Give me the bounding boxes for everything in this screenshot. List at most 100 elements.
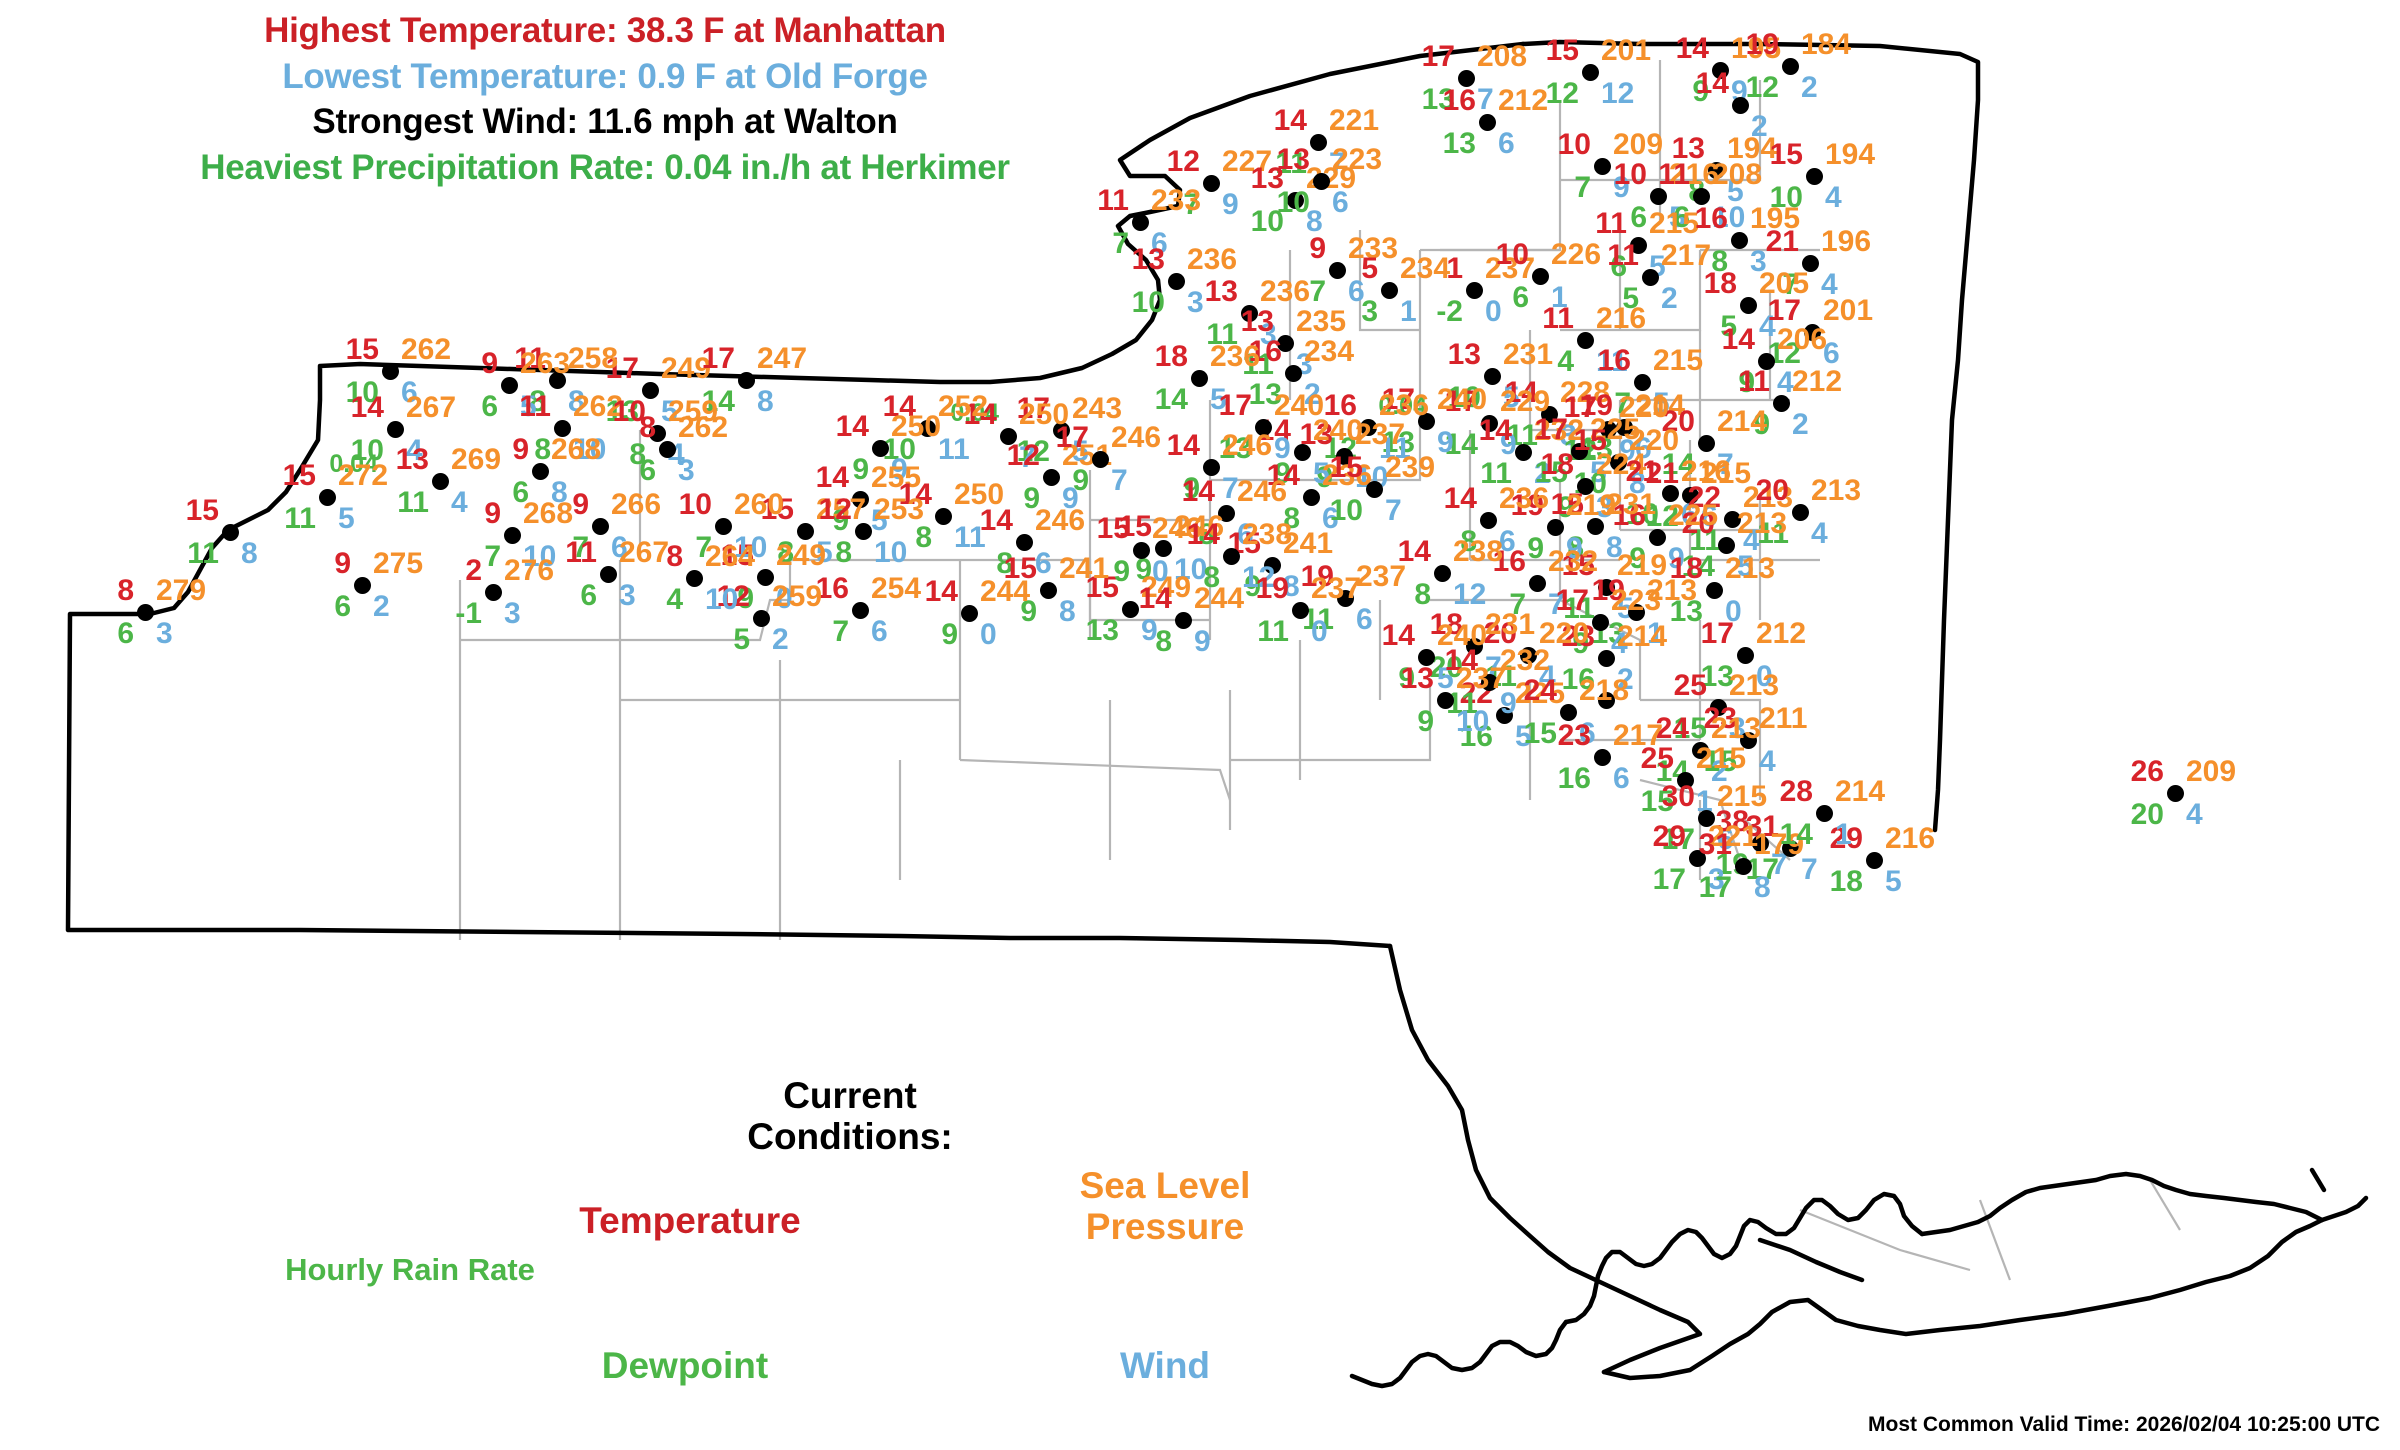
station-temperature: 13	[1131, 243, 1165, 276]
station-temperature: 23	[1561, 620, 1595, 653]
station-dot-icon	[1634, 374, 1651, 391]
station-dewpoint: 6	[512, 476, 529, 509]
station-wind-speed: 8	[757, 385, 774, 418]
legend-dewpoint: Dewpoint	[601, 1345, 769, 1386]
station-wind-speed: 6	[1613, 762, 1630, 795]
station-dot-icon	[1466, 282, 1483, 299]
station-wind-speed: 6	[1332, 186, 1349, 219]
station-temperature: 14	[1266, 459, 1300, 492]
station-temperature: 19	[1579, 389, 1613, 422]
station-dewpoint: 11	[1757, 517, 1789, 550]
station-wind-speed: 5	[1885, 865, 1902, 898]
station-dot-icon	[1732, 97, 1749, 114]
station-dewpoint: 9	[1629, 542, 1646, 575]
station-sea-level-pressure: 259	[772, 580, 823, 613]
station-temperature: 17	[605, 352, 639, 385]
station-temperature: 11	[1595, 207, 1627, 240]
station-sea-level-pressure: 228	[1560, 376, 1611, 409]
station-sea-level-pressure: 249	[1141, 571, 1192, 604]
station-dewpoint: 3	[1361, 295, 1378, 328]
station-sea-level-pressure: 244	[1194, 582, 1245, 615]
station-wind-speed: 7	[1111, 464, 1128, 497]
station-sea-level-pressure: 221	[1329, 104, 1380, 137]
station-dewpoint: 10	[345, 376, 379, 409]
station-dewpoint: 5	[1720, 310, 1737, 343]
station-dewpoint: 9	[1183, 472, 1200, 505]
station-wind-speed: 4	[1825, 181, 1842, 214]
station-dot-icon	[1484, 368, 1501, 385]
station-temperature: 16	[1442, 84, 1476, 117]
station-wind-speed: 2	[772, 623, 789, 656]
station-sea-level-pressure: 234	[1304, 335, 1355, 368]
station-sea-level-pressure: 246	[1035, 504, 1086, 537]
station-sea-level-pressure: 246	[1111, 421, 1162, 454]
station-temperature: 20	[1483, 617, 1517, 650]
station-dewpoint: 18	[1829, 865, 1863, 898]
station-dewpoint: 6	[481, 390, 498, 423]
station-dot-icon	[1092, 451, 1109, 468]
legend-slp-line2: Pressure	[1085, 1206, 1245, 1248]
station-dot-icon	[686, 570, 703, 587]
station-dot-icon	[1616, 419, 1633, 436]
station-sea-level-pressure: 213	[1647, 574, 1698, 607]
station-dot-icon	[2167, 785, 2184, 802]
station-dot-icon	[1255, 419, 1272, 436]
station-dewpoint: 10	[1131, 286, 1165, 319]
station-temperature: 17	[1700, 617, 1734, 650]
station-sea-level-pressure: 217	[1661, 239, 1712, 272]
station-dot-icon	[1292, 602, 1309, 619]
station-temperature: 9	[1309, 232, 1326, 265]
station-temperature: 14	[924, 575, 958, 608]
station-dewpoint: 7	[1183, 188, 1200, 221]
station-temperature: 12	[716, 580, 750, 613]
station-dot-icon	[319, 489, 336, 506]
station-dot-icon	[1366, 481, 1383, 498]
station-dewpoint: 7	[695, 531, 712, 564]
station-dot-icon	[1529, 575, 1546, 592]
station-sea-level-pressure: 249	[776, 539, 827, 572]
station-sea-level-pressure: 234	[1400, 252, 1451, 285]
station-temperature: 11	[1658, 158, 1690, 191]
station-sea-level-pressure: 217	[1613, 719, 1664, 752]
station-dot-icon	[659, 441, 676, 458]
station-temperature: 17	[1421, 40, 1455, 73]
county-borders	[458, 60, 2181, 1281]
station-dewpoint: 9	[832, 504, 849, 537]
station-sea-level-pressure: 196	[1821, 225, 1872, 258]
station-rain-rate: 0.04	[1378, 392, 1427, 420]
station-sea-level-pressure: 220	[1619, 391, 1670, 424]
station-wind-speed: 3	[1596, 491, 1613, 524]
station-dewpoint: 14	[1661, 448, 1695, 481]
station-dewpoint: 9	[1113, 555, 1130, 588]
station-temperature: 11	[1097, 184, 1129, 217]
station-dewpoint: 15	[1703, 745, 1737, 778]
station-sea-level-pressure: 205	[1759, 267, 1810, 300]
station-wind-speed: 9	[1613, 171, 1630, 204]
station-temperature: 11	[1607, 239, 1639, 272]
station-sea-level-pressure: 264	[705, 540, 756, 573]
station-dot-icon	[432, 473, 449, 490]
station-rain-rate: 0.04	[950, 399, 999, 427]
station-temperature: 10	[1495, 238, 1529, 271]
station-temperature: 14	[350, 391, 384, 424]
station-dewpoint: 9	[1738, 366, 1755, 399]
station-dot-icon	[1698, 435, 1715, 452]
station-sea-level-pressure: 212	[1792, 365, 1843, 398]
station-dewpoint: 8	[1198, 518, 1215, 551]
station-dewpoint: -1	[455, 597, 482, 630]
station-temperature: 29	[1652, 820, 1686, 853]
station-temperature: 14	[1181, 475, 1215, 508]
station-temperature: 9	[334, 547, 351, 580]
station-temperature: 9	[572, 488, 589, 521]
station-temperature: 11	[1738, 365, 1770, 398]
station-dot-icon	[1630, 237, 1647, 254]
station-wind-speed: 4	[1743, 524, 1760, 557]
station-sea-level-pressure: 240	[1437, 383, 1488, 416]
station-temperature: 16	[815, 572, 849, 605]
station-temperature: 28	[1779, 775, 1813, 808]
station-wind-speed: 9	[891, 453, 908, 486]
station-dewpoint: 7	[572, 531, 589, 564]
station-sea-level-pressure: 216	[1885, 822, 1936, 855]
station-dot-icon	[1758, 353, 1775, 370]
station-dewpoint: 8	[1711, 245, 1728, 278]
